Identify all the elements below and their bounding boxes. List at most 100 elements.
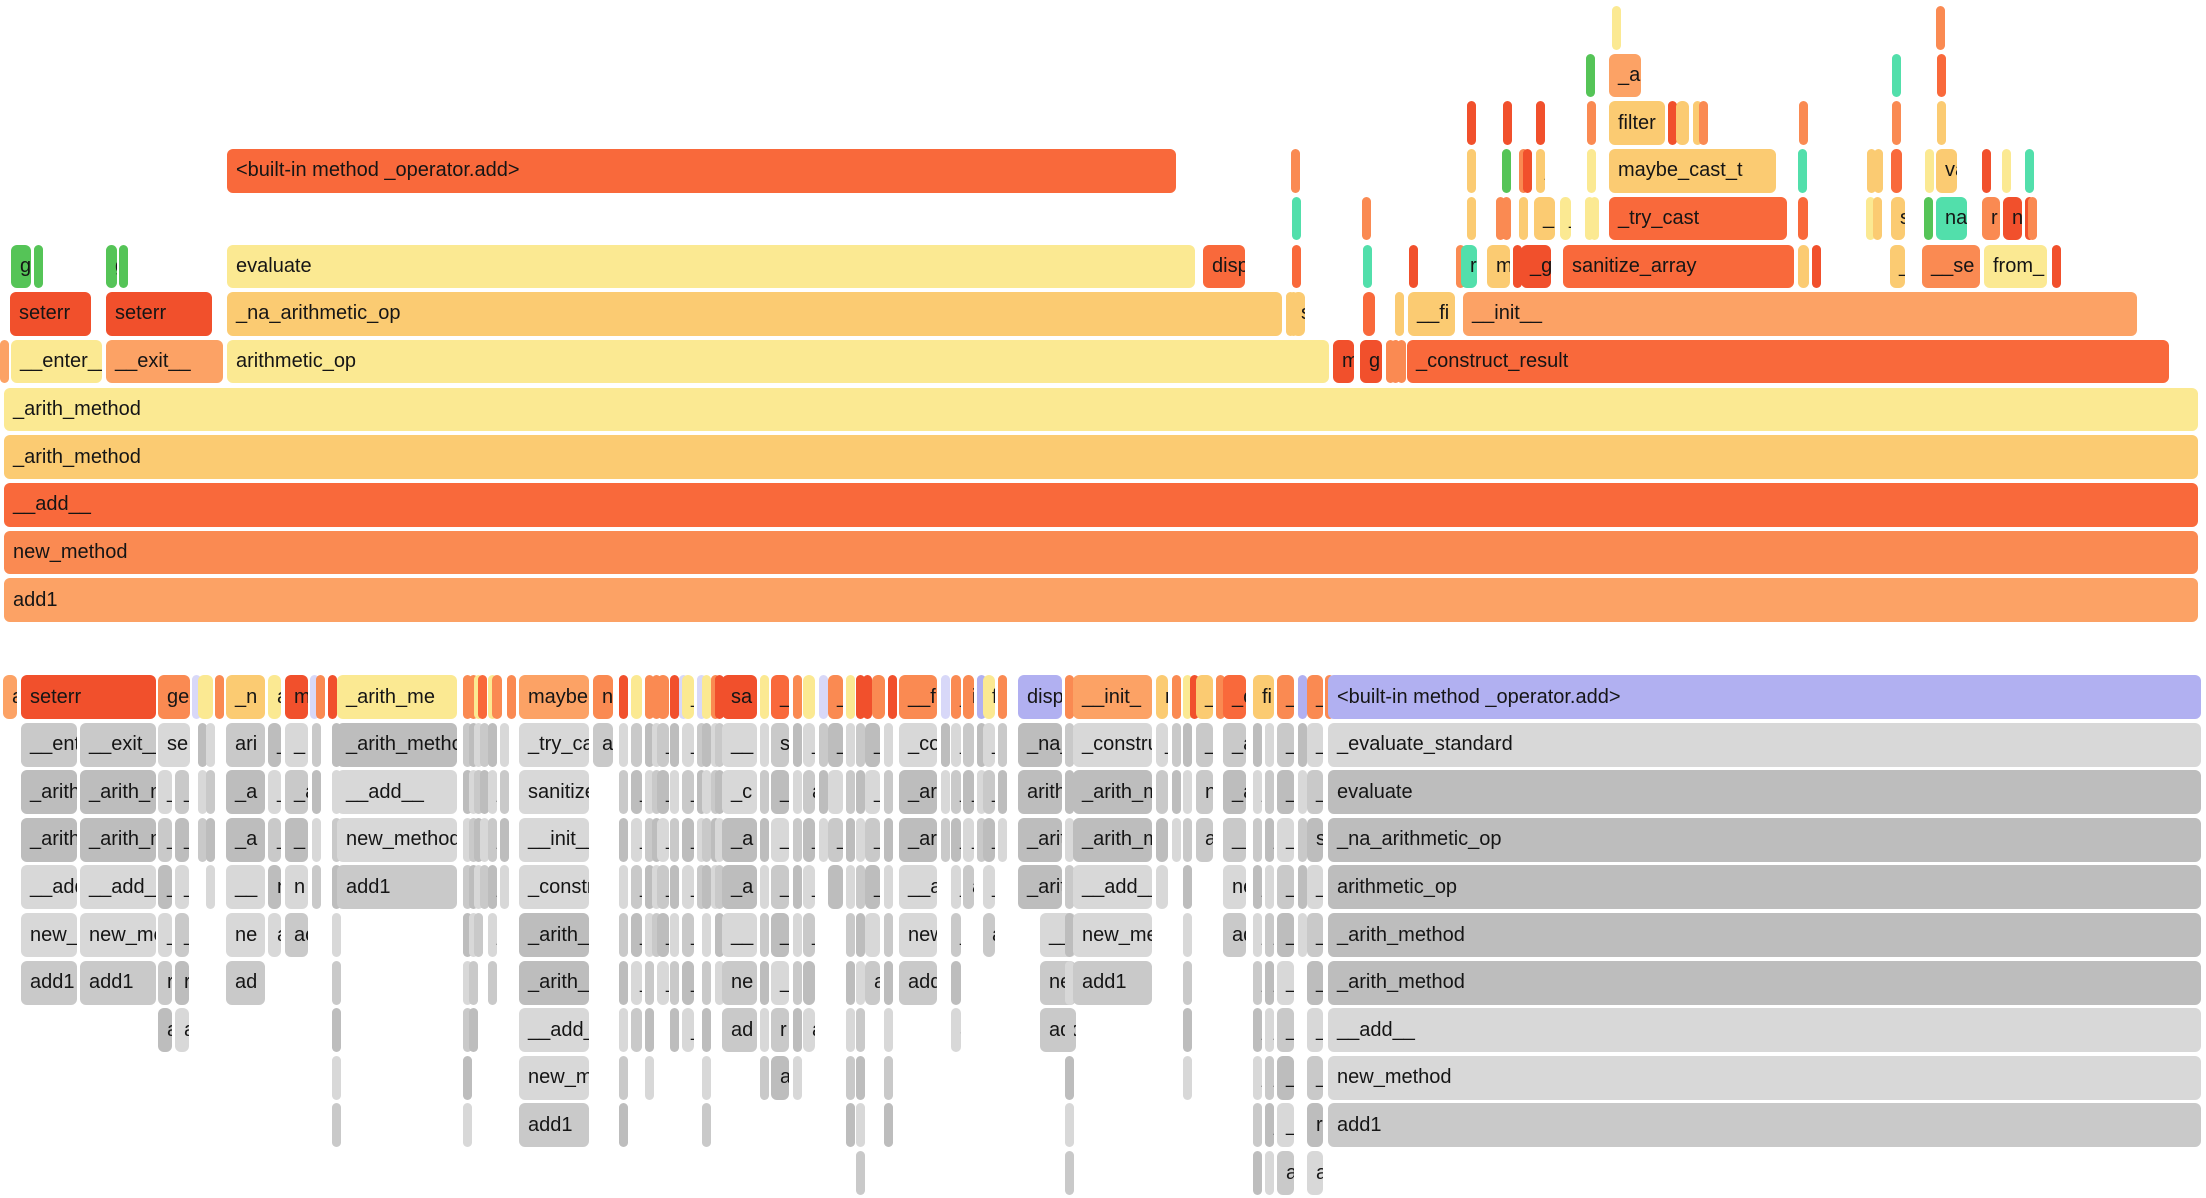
flame-frame-caller-stack[interactable]: [332, 1055, 341, 1100]
flame-frame-caller-stack[interactable]: [702, 770, 711, 815]
flame-frame[interactable]: [1866, 196, 1875, 241]
flame-frame-caller-stack[interactable]: [884, 1055, 893, 1100]
flame-frame-caller-stack[interactable]: s: [1265, 865, 1274, 910]
flame-frame-caller-stack[interactable]: [312, 722, 321, 767]
flame-frame[interactable]: [1936, 6, 1945, 50]
flame-frame-caller-header[interactable]: [310, 675, 319, 719]
flame-frame-caller-header[interactable]: r: [1156, 675, 1168, 719]
flame-frame-caller-stack[interactable]: f: [488, 722, 497, 767]
flame-frame[interactable]: [1523, 149, 1532, 193]
flame-frame-caller-header[interactable]: [888, 675, 897, 719]
flame-frame-caller-stack[interactable]: _: [631, 770, 642, 815]
flame-frame-caller-header[interactable]: __init_: [1073, 675, 1152, 719]
flame-frame-caller-header[interactable]: [192, 675, 201, 719]
flame-frame-caller-stack[interactable]: n: [1253, 1103, 1262, 1148]
flame-frame-caller-header[interactable]: [652, 675, 661, 719]
flame-frame-caller-stack[interactable]: [1298, 865, 1307, 910]
flame-frame-caller-stack[interactable]: _: [771, 817, 789, 862]
flame-frame-caller-stack[interactable]: _: [657, 960, 669, 1005]
flame-frame[interactable]: [119, 244, 128, 288]
flame-frame-caller-stack[interactable]: [856, 722, 865, 767]
flame-frame-caller-stack[interactable]: ad: [226, 960, 265, 1005]
flame-frame-caller-stack[interactable]: a: [1196, 817, 1213, 862]
flame-frame-caller-stack[interactable]: [793, 913, 802, 957]
flame-frame[interactable]: [1693, 101, 1702, 145]
flame-frame-caller-stack[interactable]: [619, 913, 628, 957]
flame-frame-caller-stack[interactable]: [198, 817, 207, 862]
flame-frame-caller-stack[interactable]: _: [631, 865, 642, 910]
flame-frame-caller-stack[interactable]: [846, 770, 855, 815]
flame-frame-caller-stack[interactable]: [715, 960, 724, 1005]
flame-frame-caller-header[interactable]: disp: [1018, 675, 1062, 719]
flame-frame-caller-stack[interactable]: [631, 722, 642, 767]
flame-frame-caller-stack[interactable]: _: [682, 770, 694, 815]
flame-frame-caller-stack[interactable]: [702, 1055, 711, 1100]
flame-frame-caller-header[interactable]: [715, 675, 724, 719]
flame-frame[interactable]: [1676, 101, 1689, 145]
flame-frame-caller-stack[interactable]: ne: [722, 960, 757, 1005]
flame-frame-caller-stack[interactable]: [702, 817, 711, 862]
flame-frame-caller-header[interactable]: <built-in method _operator.add>: [1328, 675, 2201, 719]
flame-frame[interactable]: [1585, 196, 1594, 241]
flame-frame[interactable]: [1292, 244, 1301, 288]
flame-frame-caller-stack[interactable]: _: [488, 817, 497, 862]
flame-frame-caller-stack[interactable]: s: [771, 722, 789, 767]
flame-frame-caller-stack[interactable]: [1183, 1008, 1192, 1053]
flame-frame-caller-stack[interactable]: [198, 770, 207, 815]
flame-frame-caller-stack[interactable]: _: [771, 960, 789, 1005]
flame-frame-caller-stack[interactable]: [856, 913, 865, 957]
flame-frame-caller-stack[interactable]: se: [158, 722, 190, 767]
flame-frame-caller-stack[interactable]: __add__: [519, 1008, 589, 1053]
flame-frame-caller-stack[interactable]: _arith_method: [1018, 865, 1062, 910]
flame-frame-caller-stack[interactable]: [1183, 1055, 1192, 1100]
flame-frame-caller-stack[interactable]: [652, 817, 661, 862]
flame-frame-caller-stack[interactable]: [206, 770, 215, 815]
flame-frame-caller-stack[interactable]: [631, 1008, 642, 1053]
flame-frame-caller-stack[interactable]: [846, 1055, 855, 1100]
flame-frame[interactable]: [1502, 196, 1511, 241]
flame-frame-caller-stack[interactable]: [1156, 865, 1168, 910]
flame-frame[interactable]: [1812, 244, 1821, 288]
flame-frame-caller-stack[interactable]: _arith_method: [1328, 913, 2201, 957]
flame-frame-caller-stack[interactable]: _: [1307, 1055, 1323, 1100]
flame-frame-caller-stack[interactable]: _: [771, 913, 789, 957]
flame-frame-caller-stack[interactable]: _: [828, 722, 843, 767]
flame-frame-caller-stack[interactable]: _: [488, 770, 497, 815]
flame-frame-caller-stack[interactable]: [760, 865, 769, 910]
flame-frame-caller-stack[interactable]: [760, 770, 769, 815]
flame-frame-caller-stack[interactable]: [670, 817, 679, 862]
flame-frame-caller-header[interactable]: [846, 675, 855, 719]
flame-frame[interactable]: [1891, 149, 1902, 193]
flame-frame-caller-stack[interactable]: add1: [337, 865, 457, 910]
flame-frame[interactable]: [1798, 196, 1808, 241]
flame-frame-caller-stack[interactable]: [702, 1103, 711, 1148]
flame-frame-caller-stack[interactable]: _: [963, 817, 974, 862]
flame-frame-caller-stack[interactable]: [803, 960, 815, 1005]
flame-frame-caller-stack[interactable]: _arith_method: [1073, 770, 1152, 815]
flame-frame-caller-header[interactable]: _: [1196, 675, 1213, 719]
flame-frame[interactable]: [1513, 244, 1522, 288]
flame-frame-caller-stack[interactable]: _arith_method: [337, 722, 457, 767]
flame-frame-caller-stack[interactable]: _: [474, 817, 483, 862]
flame-frame[interactable]: [1386, 339, 1395, 384]
flame-frame-caller-header[interactable]: [793, 675, 802, 719]
flame-frame-caller-stack[interactable]: _na_arithmetic_op: [1018, 722, 1062, 767]
flame-frame-caller-stack[interactable]: [652, 722, 661, 767]
flame-frame[interactable]: [1456, 244, 1465, 288]
flame-frame-caller-stack[interactable]: [480, 865, 489, 910]
flame-frame-caller-header[interactable]: [198, 675, 213, 719]
flame-frame-caller-stack[interactable]: [500, 865, 509, 910]
flame-frame-caller-stack[interactable]: add1: [21, 960, 77, 1005]
flame-frame-caller-stack[interactable]: _: [1277, 865, 1294, 910]
flame-frame-caller-header[interactable]: [631, 675, 642, 719]
flame-frame[interactable]: [1937, 53, 1946, 98]
flame-frame-caller-stack[interactable]: [645, 1008, 654, 1053]
flame-frame-caller-stack[interactable]: __add__: [899, 865, 937, 910]
flame-frame-caller-stack[interactable]: [619, 817, 628, 862]
flame-frame-caller-stack[interactable]: [652, 865, 661, 910]
flame-frame-caller-stack[interactable]: _: [1265, 913, 1274, 957]
flame-frame-caller-header[interactable]: [670, 675, 679, 719]
flame-frame-caller-stack[interactable]: _construct_result: [519, 865, 589, 910]
flame-frame-caller-stack[interactable]: [856, 960, 865, 1005]
flame-frame[interactable]: [1892, 101, 1901, 145]
